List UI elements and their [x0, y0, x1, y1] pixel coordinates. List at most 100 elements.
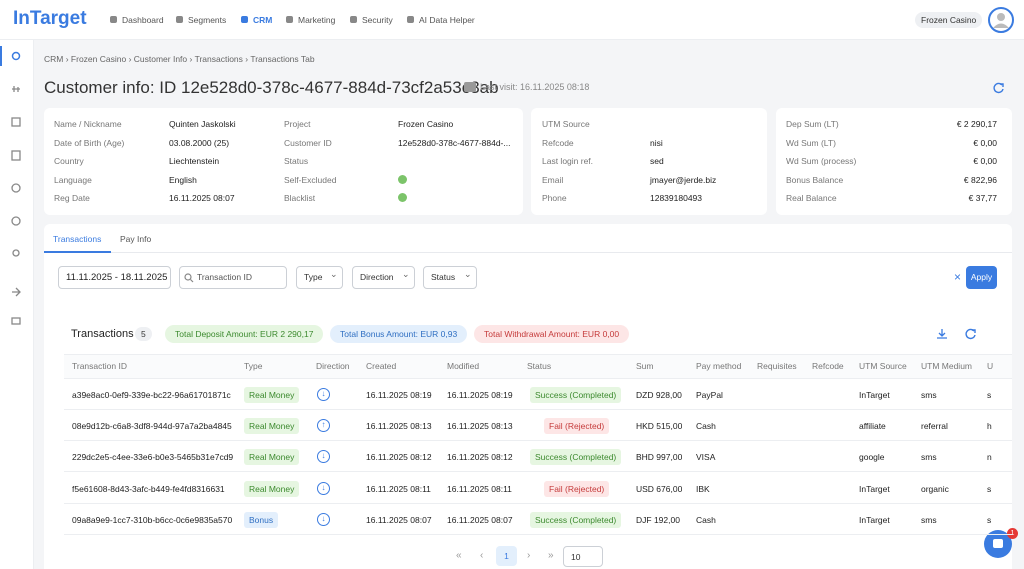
nav-item[interactable]: Marketing — [298, 15, 336, 25]
total-chip: Total Bonus Amount: EUR 0,93 — [330, 325, 468, 343]
page-nav[interactable]: « — [456, 550, 462, 561]
chevron: ⌄ — [464, 269, 472, 279]
cell: 16.11.2025 08:11 — [366, 483, 431, 494]
cell: a39e8ac0-0ef9-339e-bc22-96a61701871c — [72, 390, 231, 400]
row-divider — [64, 440, 1012, 442]
column-header: Pay method — [696, 361, 742, 371]
cell: InTarget — [859, 390, 890, 400]
type-chip: Real Money — [244, 480, 300, 497]
info-value: sed — [650, 156, 664, 167]
page-nav[interactable]: ‹ — [480, 550, 484, 561]
cell: 16.11.2025 08:07 — [447, 514, 513, 525]
info-label: Country — [54, 156, 84, 167]
cell: 09a8a9e9-1cc7-310b-b6cc-0c6e9835a570 — [72, 514, 233, 525]
status-chip: Fail (Rejected) — [544, 418, 610, 435]
cell: 08e9d12b-c6a8-3df8-944d-97a7a2ba4845 — [72, 421, 232, 432]
info-value: € 37,77 — [968, 193, 997, 204]
page-size[interactable]: 10 — [563, 546, 603, 567]
nav-item[interactable]: Security — [362, 15, 393, 25]
info-label: Wd Sum (LT) — [786, 137, 836, 148]
cell: 16.11.2025 08:19 — [447, 390, 513, 400]
cell: DJF 192,00 — [636, 514, 680, 525]
info-label: UTM Source — [542, 119, 590, 129]
last-visit: Last visit: 16.11.2025 08:18 — [480, 82, 590, 92]
cell: 229dc2e5-c4ee-33e6-b0e3-5465b31e7cd9 — [72, 452, 234, 463]
breadcrumb-item[interactable]: Transactions — [194, 54, 243, 64]
customer-card — [44, 108, 523, 215]
row-divider — [64, 533, 1012, 535]
cell: VISA — [696, 452, 716, 463]
logo[interactable]: InTarget — [13, 8, 87, 29]
status-icon — [398, 174, 407, 184]
nav-item[interactable]: AI Data Helper — [419, 15, 475, 25]
column-header: Requisites — [757, 361, 797, 371]
status-icon — [398, 193, 407, 203]
refresh[interactable] — [993, 82, 1005, 94]
row-divider — [64, 471, 1012, 473]
column-header: Refcode — [812, 361, 844, 371]
info-label: Status — [284, 156, 309, 167]
column-header: UTM Medium — [921, 361, 973, 371]
project-selector[interactable]: Frozen Casino — [915, 12, 983, 28]
top-bar: InTarget Frozen Casino — [0, 0, 1024, 40]
sidebar — [0, 40, 34, 569]
download[interactable] — [936, 328, 948, 340]
tab[interactable]: Transactions — [53, 234, 102, 244]
date-range[interactable]: 11.11.2025 - 18.11.2025 — [58, 266, 171, 289]
breadcrumb-item[interactable]: Customer Info — [133, 54, 188, 64]
breadcrumb-item[interactable]: CRM — [44, 54, 64, 64]
table-refresh[interactable] — [965, 328, 977, 340]
column-header: Direction — [316, 361, 350, 371]
column-header: U — [987, 361, 994, 371]
clear-filters[interactable]: × — [954, 270, 962, 284]
direction-icon: ↑ — [317, 419, 330, 433]
nav-item[interactable]: Dashboard — [122, 15, 164, 25]
sidebar-icons[interactable] — [0, 40, 34, 340]
avatar[interactable] — [988, 7, 1014, 33]
cell: n — [987, 452, 992, 463]
nav-item[interactable]: Segments — [188, 15, 227, 25]
cell: h — [987, 421, 992, 432]
cell: USD 676,00 — [636, 483, 683, 494]
status-chip: Success (Completed) — [530, 449, 622, 466]
apply-button[interactable]: Apply — [966, 266, 997, 289]
page-nav[interactable]: › — [527, 550, 531, 561]
table-header — [64, 354, 1012, 379]
info-label: Dep Sum (LT) — [786, 119, 839, 129]
nav-item[interactable]: CRM — [253, 15, 273, 25]
avatar-icon — [993, 13, 1009, 28]
select[interactable]: Status — [423, 266, 477, 289]
tab[interactable]: Pay Info — [120, 234, 152, 244]
separator: › — [242, 54, 251, 64]
cell: sms — [921, 514, 937, 525]
separator: › — [63, 54, 71, 64]
info-label: Refcode — [542, 137, 574, 148]
separator: › — [126, 54, 134, 64]
breadcrumb-item[interactable]: Frozen Casino — [70, 54, 127, 64]
type-chip: Real Money — [244, 387, 300, 403]
select[interactable]: Direction — [352, 266, 415, 289]
breadcrumb: CRM › Frozen Casino › Customer Info › Tr… — [44, 54, 315, 64]
cell: 16.11.2025 08:12 — [366, 452, 432, 463]
row-divider — [64, 502, 1012, 504]
cell: PayPal — [696, 390, 723, 400]
type-chip: Real Money — [244, 418, 300, 435]
info-label: Phone — [542, 193, 567, 204]
page-nav[interactable]: » — [548, 550, 554, 561]
page-current[interactable]: 1 — [496, 546, 517, 566]
status-chip: Success (Completed) — [530, 387, 622, 403]
column-header: Created — [366, 361, 397, 371]
info-value: € 0,00 — [973, 156, 997, 167]
info-label: Date of Birth (Age) — [54, 137, 125, 148]
search-input[interactable]: Transaction ID — [179, 266, 287, 289]
select[interactable]: Type — [296, 266, 343, 289]
nav-icon — [176, 16, 183, 23]
info-value: nisi — [650, 137, 663, 148]
breadcrumb-item[interactable]: Transactions Tab — [250, 54, 315, 64]
contact-card — [531, 108, 767, 215]
status-chip: Fail (Rejected) — [544, 480, 610, 497]
column-header: Modified — [447, 361, 480, 371]
chevron: ⌄ — [330, 269, 338, 279]
info-value: 03.08.2000 (25) — [169, 137, 230, 148]
chevron: ⌄ — [402, 269, 410, 279]
